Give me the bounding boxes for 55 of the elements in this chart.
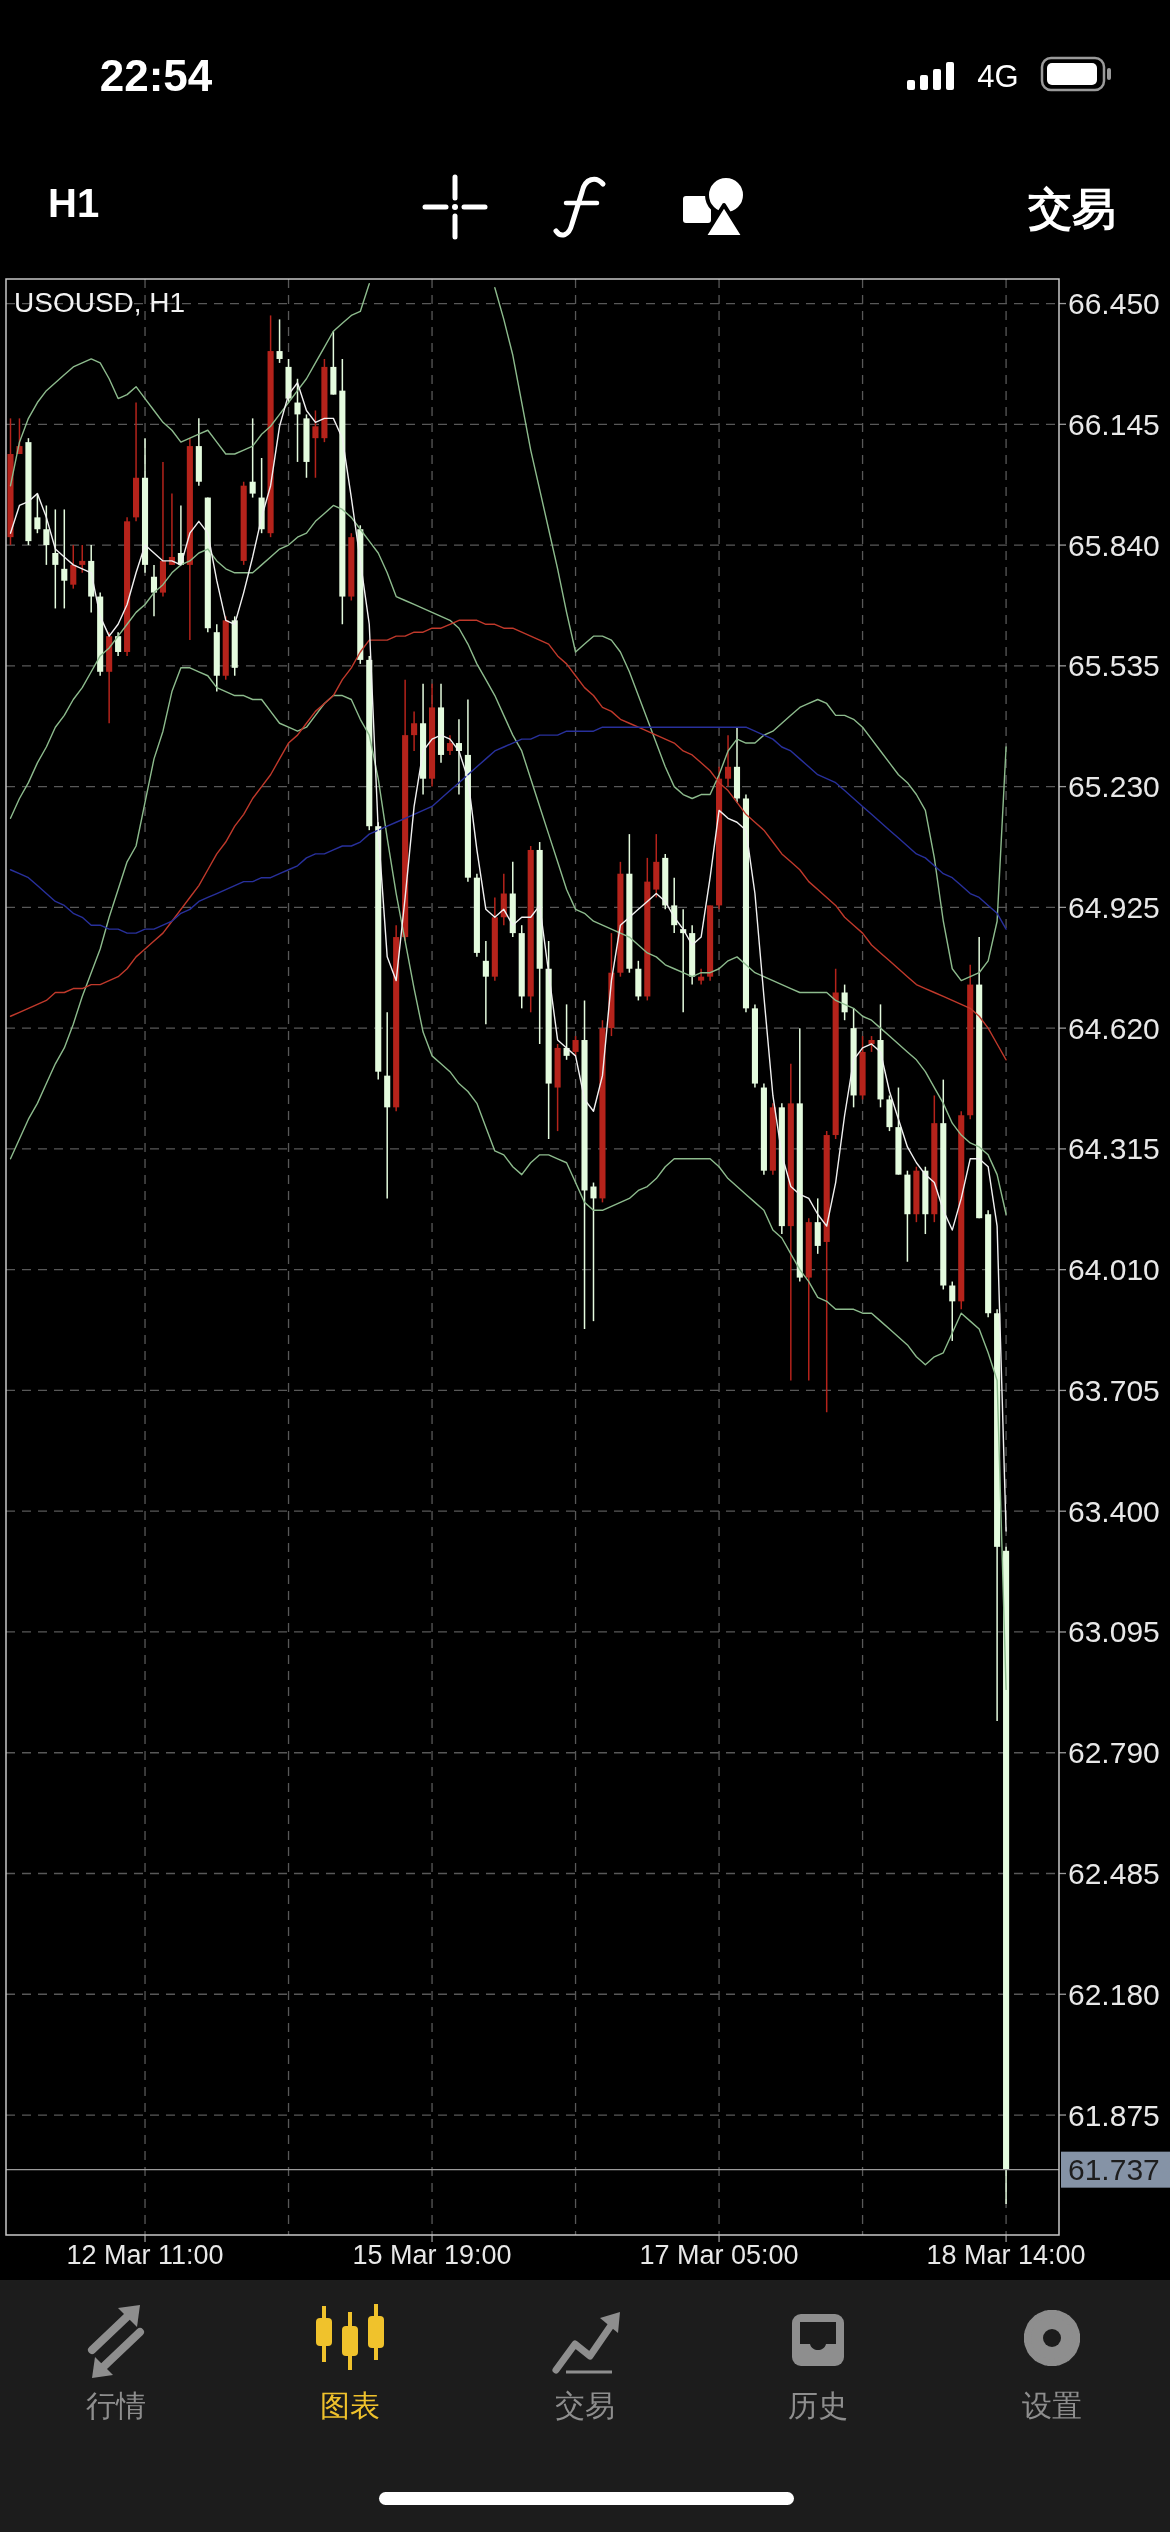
line-series — [9, 667, 1007, 1691]
candlestick — [446, 734, 454, 756]
y-tick-label: 65.230 — [1068, 770, 1160, 804]
y-tick-label: 63.705 — [1068, 1373, 1160, 1407]
y-tick-label: 64.315 — [1068, 1132, 1160, 1166]
line-series — [9, 726, 1007, 934]
text: 22:54 — [99, 50, 213, 100]
candlestick — [70, 544, 77, 590]
ref-line-label: 61.737 — [1068, 2153, 1160, 2187]
x-tick-label: 12 Mar 11:00 — [66, 2240, 224, 2270]
candlestick — [115, 631, 122, 657]
candlestick — [249, 417, 256, 499]
candlestick — [52, 508, 59, 610]
candlestick — [312, 409, 319, 479]
y-tick-label: 64.620 — [1068, 1011, 1160, 1045]
text: 交易 — [555, 2388, 615, 2422]
y-tick-label: 66.145 — [1068, 407, 1160, 441]
y-tick-label: 65.535 — [1068, 649, 1160, 683]
y-tick-label: 66.450 — [1068, 287, 1160, 321]
candlestick — [276, 318, 283, 364]
text: 历史 — [788, 2388, 848, 2422]
text: 行情 — [86, 2388, 146, 2422]
y-tick-label: 63.095 — [1068, 1615, 1160, 1649]
line-series — [9, 619, 1007, 1061]
candlestick — [411, 710, 418, 752]
y-tick-label: 64.925 — [1068, 890, 1160, 924]
y-tick-label: 62.790 — [1068, 1736, 1160, 1770]
chart-title: USOUSD, H1 — [14, 286, 186, 318]
candlestick — [61, 508, 68, 610]
text: 4G — [977, 58, 1019, 94]
candlestick — [949, 1280, 956, 1342]
x-tick-label: 15 Mar 19:00 — [352, 2240, 512, 2270]
candlestick — [294, 378, 301, 463]
candlestick — [43, 504, 50, 566]
y-tick-label: 64.010 — [1068, 1253, 1160, 1287]
x-tick-label: 17 Mar 05:00 — [639, 2240, 799, 2270]
text: H1 — [48, 181, 100, 225]
text: 设置 — [1022, 2388, 1082, 2422]
y-tick-label: 62.180 — [1068, 1977, 1160, 2011]
text: 交易 — [1027, 183, 1116, 233]
candlestick — [79, 544, 86, 574]
candlestick — [482, 940, 489, 1025]
line-series — [9, 504, 1007, 1215]
y-tick-label: 65.840 — [1068, 528, 1160, 562]
line-series — [9, 382, 1007, 1532]
y-tick-label: 63.400 — [1068, 1494, 1160, 1528]
x-tick-label: 18 Mar 14:00 — [926, 2240, 1086, 2270]
text: 图表 — [320, 2388, 380, 2422]
candlestick — [572, 1035, 579, 1057]
candlestick — [150, 564, 158, 618]
candlestick — [814, 1197, 821, 1255]
y-tick-label: 61.875 — [1068, 2098, 1160, 2132]
candlestick — [724, 734, 732, 788]
candlestick — [590, 1181, 597, 1322]
y-tick-label: 62.485 — [1068, 1857, 1160, 1890]
